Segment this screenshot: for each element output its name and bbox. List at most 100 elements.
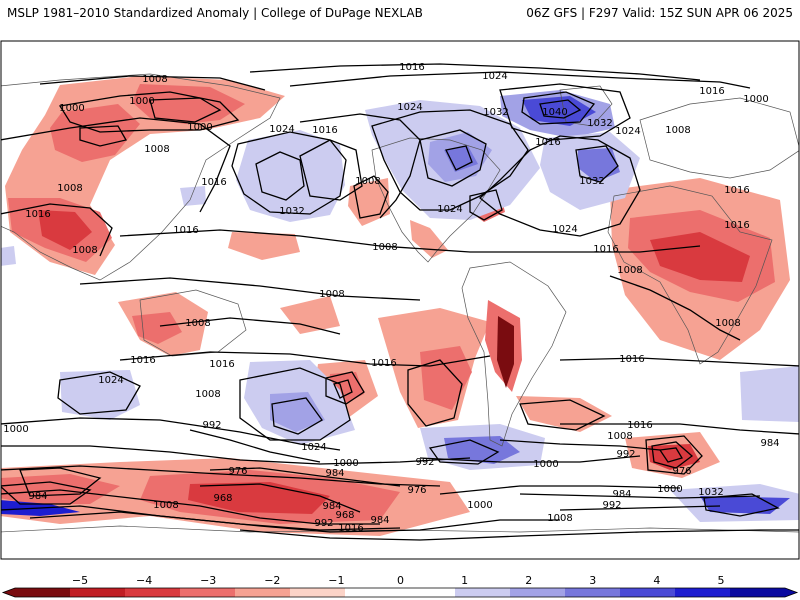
isobar-label: 992 [314,518,333,529]
color-scale-tick-label: −3 [200,574,216,587]
anomaly-region [740,366,799,422]
isobar-1008 [325,371,365,405]
color-scale-max-arrow [785,588,797,597]
isobar-label: 1016 [312,125,337,136]
anomaly-region [228,232,300,260]
anomaly-region [132,84,245,124]
coastline-australia [139,289,247,357]
anomaly-region [516,396,612,432]
color-scale-tick-labels: −5 −4 −3 −2 −1 0 1 2 3 4 5 [72,574,725,587]
isobar-label: 1016 [338,523,363,534]
isobar-992 [1,489,380,525]
isobar-label: 1000 [533,459,558,470]
isobar-label: 1008 [153,500,178,511]
color-scale-segment [235,588,291,597]
isobar-label: 1024 [615,126,640,137]
isobar-label: 1000 [467,500,492,511]
isobar-label: 1016 [25,209,50,220]
isobar-1008 [469,189,503,221]
anomaly-region [180,186,206,206]
color-scale-tick-label: −4 [136,574,152,587]
isobar-label: 976 [407,485,426,496]
color-scale-segment [400,588,456,597]
isobar-992 [79,125,127,147]
isobar-1000 [58,91,240,133]
isobar-label: 1008 [617,265,642,276]
isobar-label: 1024 [98,375,123,386]
isobar-1032 [419,129,487,187]
color-scale-segment [345,588,401,597]
color-scale-segment [125,588,181,597]
color-scale-tick-label: −5 [72,574,88,587]
isobar-968 [199,483,361,513]
isobar-992 [189,429,321,463]
isobar-1016 [119,229,701,253]
color-scale-segment [70,588,126,597]
isobar-1016 [1,203,113,257]
isobar-1032 [575,145,619,183]
anomaly-region [132,312,182,344]
isobar-label: 1040 [542,107,567,118]
isobar-label: 1000 [657,484,682,495]
isobar-1000 [333,379,353,399]
isobar-label: 1016 [699,86,724,97]
isobar-label: 1016 [535,137,560,148]
isobar-1016 [560,423,799,435]
isobar-label: 984 [760,438,779,449]
isobar-label: 1032 [279,206,304,217]
isobar-label: 984 [322,501,341,512]
isobar-label: 1024 [482,71,507,82]
isobar-1016 [1,117,231,213]
isobar-label: 968 [335,510,354,521]
isobar-1016 [1,417,341,451]
isobar-1008 [353,175,389,219]
isobar-1016 [478,135,641,237]
isobar-label: 1000 [333,458,358,469]
isobar-label: 1008 [355,176,380,187]
isobar-1000 [439,485,681,495]
isobar-label: 1008 [665,125,690,136]
isobar-labels: 1016 1024 1008 1000 1000 1008 1024 1016 1024 1032… [3,62,779,534]
isobar-976 [651,441,694,469]
isobar-984 [1,481,92,505]
anomaly-region [444,436,520,464]
color-scale-tick-label: 4 [653,574,660,587]
isobar-label: 984 [325,468,344,479]
isobar-label: 1008 [607,431,632,442]
isobar-1024 [231,131,347,215]
anomaly-region [236,130,345,222]
isobar-984 [645,435,703,475]
isobar-label: 1024 [552,224,577,235]
isobar-1016 [559,357,799,367]
isobar-label: 1016 [209,359,234,370]
isobar-label: 1000 [743,94,768,105]
isobar-1000 [1,445,471,465]
isobar-label: 1016 [627,420,652,431]
isobar-1040 [539,99,582,119]
color-scale-tick-label: 2 [525,574,532,587]
anomaly-region [497,316,514,388]
anomaly-region [188,482,330,514]
isobar-1008 [79,277,421,301]
isobar-label: 976 [228,466,247,477]
isobar-1032 [255,151,305,201]
coastline-greenland [559,85,613,127]
anomaly-region [410,220,448,258]
isobar-label: 976 [672,466,691,477]
isobar-label: 1016 [724,185,749,196]
anomaly-region [444,146,478,172]
isobars [1,63,799,541]
anomaly-shading [1,76,799,536]
isobar-1024 [271,397,323,435]
isobar-label: 1000 [129,96,154,107]
isobar-label: 1032 [698,487,723,498]
isobar-label: 992 [616,449,635,460]
map-frame [0,40,800,560]
isobar-1024 [57,371,141,415]
isobar-1008 [407,359,463,427]
isobar-label: 1000 [3,424,28,435]
color-scale-segment [620,588,676,597]
isobar-label: 1008 [72,245,97,256]
isobar-label: 1008 [319,289,344,300]
